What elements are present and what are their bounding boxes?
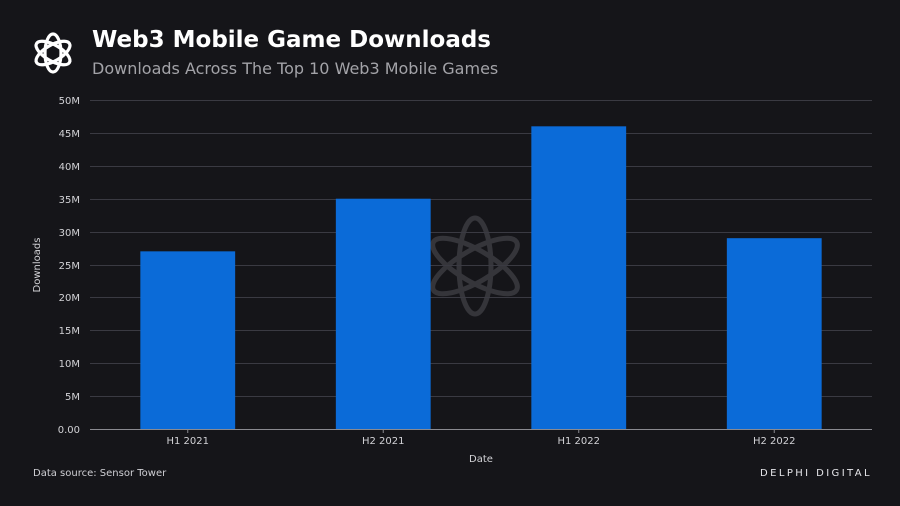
y-tick-label: 35M xyxy=(59,195,80,206)
y-tick-label: 10M xyxy=(59,359,80,370)
y-tick-label: 25M xyxy=(59,261,80,272)
y-tick-label: 15M xyxy=(59,326,80,337)
delphi-logo-icon xyxy=(34,32,72,74)
data-source: Data source: Sensor Tower xyxy=(33,468,167,479)
y-tick-label: 20M xyxy=(59,293,80,304)
y-tick-label: 50M xyxy=(59,96,80,107)
chart-subtitle: Downloads Across The Top 10 Web3 Mobile … xyxy=(92,59,499,78)
chart-title: Web3 Mobile Game Downloads xyxy=(92,27,491,53)
x-tick-label: H2 2022 xyxy=(753,436,796,447)
bar-h1-2021 xyxy=(140,251,236,429)
bar-h1-2022 xyxy=(531,126,627,429)
x-tick-label: H2 2021 xyxy=(362,436,405,447)
x-axis-label: Date xyxy=(469,454,493,465)
y-tick-label: 5M xyxy=(65,392,80,403)
y-axis-label: Downloads xyxy=(32,238,43,293)
y-tick-label: 45M xyxy=(59,129,80,140)
bar-h2-2021 xyxy=(335,198,431,429)
x-tick-label: H1 2022 xyxy=(557,436,600,447)
y-tick-label: 0.00 xyxy=(58,425,80,436)
brand-name: DELPHI DIGITAL xyxy=(760,468,872,479)
y-tick-label: 30M xyxy=(59,228,80,239)
x-tick-label: H1 2021 xyxy=(166,436,209,447)
bar-h2-2022 xyxy=(726,238,822,429)
y-tick-label: 40M xyxy=(59,162,80,173)
